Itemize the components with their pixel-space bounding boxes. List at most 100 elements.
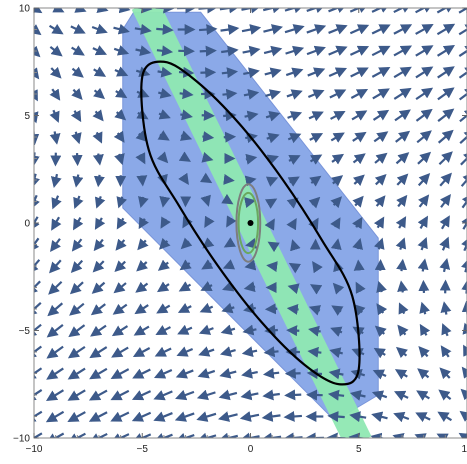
vector-arrow	[419, 301, 430, 315]
vector-arrow	[330, 217, 341, 230]
vector-arrow	[328, 24, 348, 35]
vector-arrow	[71, 238, 83, 252]
vector-arrow	[395, 216, 407, 229]
vector-arrow	[306, 24, 327, 35]
vector-arrow	[307, 346, 322, 358]
vector-arrow	[221, 302, 235, 314]
vector-arrow	[439, 236, 450, 251]
vector-arrow	[392, 432, 407, 438]
vector-arrow	[93, 87, 106, 100]
vector-arrow	[373, 216, 385, 229]
vector-arrows	[34, 8, 467, 438]
vector-arrow	[286, 218, 297, 231]
vector-arrow	[439, 193, 451, 208]
vector-arrow	[135, 152, 146, 165]
vector-arrow	[374, 174, 387, 186]
vector-arrow	[220, 324, 236, 336]
vector-arrow	[67, 367, 86, 380]
vector-arrow	[290, 239, 301, 252]
vector-arrow	[50, 238, 62, 253]
vector-arrow	[135, 130, 148, 142]
vector-arrow	[137, 238, 149, 251]
vector-arrow	[179, 259, 192, 271]
vector-arrow	[160, 216, 171, 229]
vector-arrow	[350, 67, 369, 78]
vector-arrow	[204, 215, 215, 228]
vector-arrow	[69, 281, 84, 295]
vector-arrow	[266, 261, 278, 273]
vector-arrow	[222, 259, 236, 270]
vector-arrow	[239, 411, 260, 422]
vector-arrow	[49, 109, 60, 123]
vector-arrow	[372, 88, 390, 100]
data-point	[247, 220, 254, 226]
vector-arrow	[131, 411, 152, 422]
vector-arrow	[136, 175, 148, 187]
vector-arrow	[153, 368, 173, 379]
vector-arrow	[52, 8, 65, 13]
y-tick-label: 5	[24, 111, 30, 122]
vector-arrow	[438, 151, 453, 166]
vector-arrow	[220, 24, 240, 36]
vector-arrow	[92, 109, 104, 122]
vector-arrow	[287, 111, 303, 122]
vector-arrow	[439, 367, 452, 380]
vector-arrow	[460, 150, 467, 166]
vector-arrow	[395, 152, 410, 165]
vector-arrow	[45, 389, 65, 402]
vector-arrow	[264, 303, 278, 315]
y-tick-label: −10	[13, 434, 30, 445]
axes: −10 −5 0 5 10 −10 −5 0 5 10	[13, 4, 467, 455]
vector-arrow	[200, 281, 213, 291]
vector-arrow	[49, 66, 62, 79]
vector-arrow	[352, 153, 366, 165]
vector-arrow	[69, 302, 85, 316]
vector-arrow	[329, 347, 343, 359]
vector-arrow	[199, 172, 213, 184]
vector-arrow	[376, 280, 387, 294]
vector-arrow	[68, 324, 86, 338]
vector-arrow	[133, 325, 150, 336]
vector-arrow	[196, 389, 216, 401]
vector-arrow	[309, 154, 323, 165]
vector-arrow	[240, 389, 259, 401]
vector-arrow	[397, 324, 409, 337]
vector-arrow	[329, 89, 347, 100]
vector-arrow	[110, 368, 130, 379]
vector-arrow	[458, 44, 467, 57]
vector-arrow	[263, 24, 283, 35]
vector-arrow	[352, 131, 367, 143]
vector-arrow	[460, 172, 467, 187]
vector-arrow	[88, 432, 108, 438]
vector-arrow	[330, 326, 343, 337]
vector-arrow	[179, 88, 194, 100]
vector-arrow	[111, 346, 129, 358]
vector-arrow	[174, 411, 195, 422]
vector-arrow	[70, 259, 84, 273]
vector-arrow	[135, 281, 149, 293]
vector-arrow	[417, 258, 429, 272]
vector-arrow	[199, 302, 214, 313]
vector-arrow	[223, 237, 237, 248]
vector-arrow	[261, 410, 281, 422]
vector-arrow	[459, 410, 467, 422]
vector-arrow	[416, 130, 432, 144]
vector-arrow	[116, 217, 128, 230]
vector-arrow	[153, 433, 173, 438]
vector-arrow	[244, 175, 257, 187]
vector-arrow	[178, 151, 191, 162]
vector-arrow	[459, 129, 467, 144]
vector-arrow	[263, 346, 279, 358]
vector-arrow	[244, 259, 257, 271]
vector-arrow	[264, 198, 278, 209]
vector-arrow	[393, 390, 409, 401]
vector-arrow	[308, 305, 322, 316]
vector-arrow	[285, 45, 305, 57]
vector-arrow	[113, 23, 130, 35]
vector-arrow	[418, 279, 430, 293]
vector-arrow	[310, 284, 323, 295]
vector-arrow	[196, 432, 217, 438]
vector-arrow	[174, 432, 195, 438]
vector-arrow	[138, 216, 149, 230]
vector-arrow	[67, 432, 86, 438]
